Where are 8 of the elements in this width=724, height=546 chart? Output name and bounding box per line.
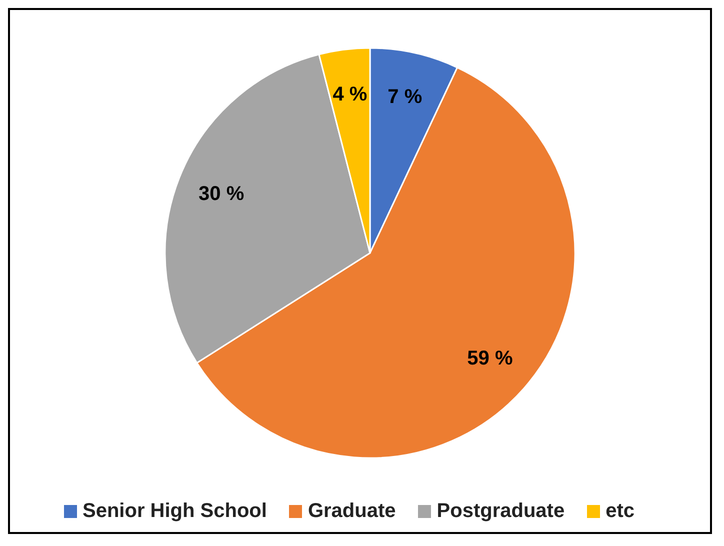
data-label: 30 %: [198, 183, 244, 206]
data-label: 59 %: [467, 348, 513, 370]
legend-label: Senior High School: [82, 500, 267, 523]
legend-label: Postgraduate: [436, 500, 565, 523]
legend-label: etc: [604, 500, 634, 523]
legend-label: Graduate: [306, 500, 396, 523]
data-label: 4 %: [332, 83, 368, 106]
data-label: 7 %: [388, 86, 422, 108]
